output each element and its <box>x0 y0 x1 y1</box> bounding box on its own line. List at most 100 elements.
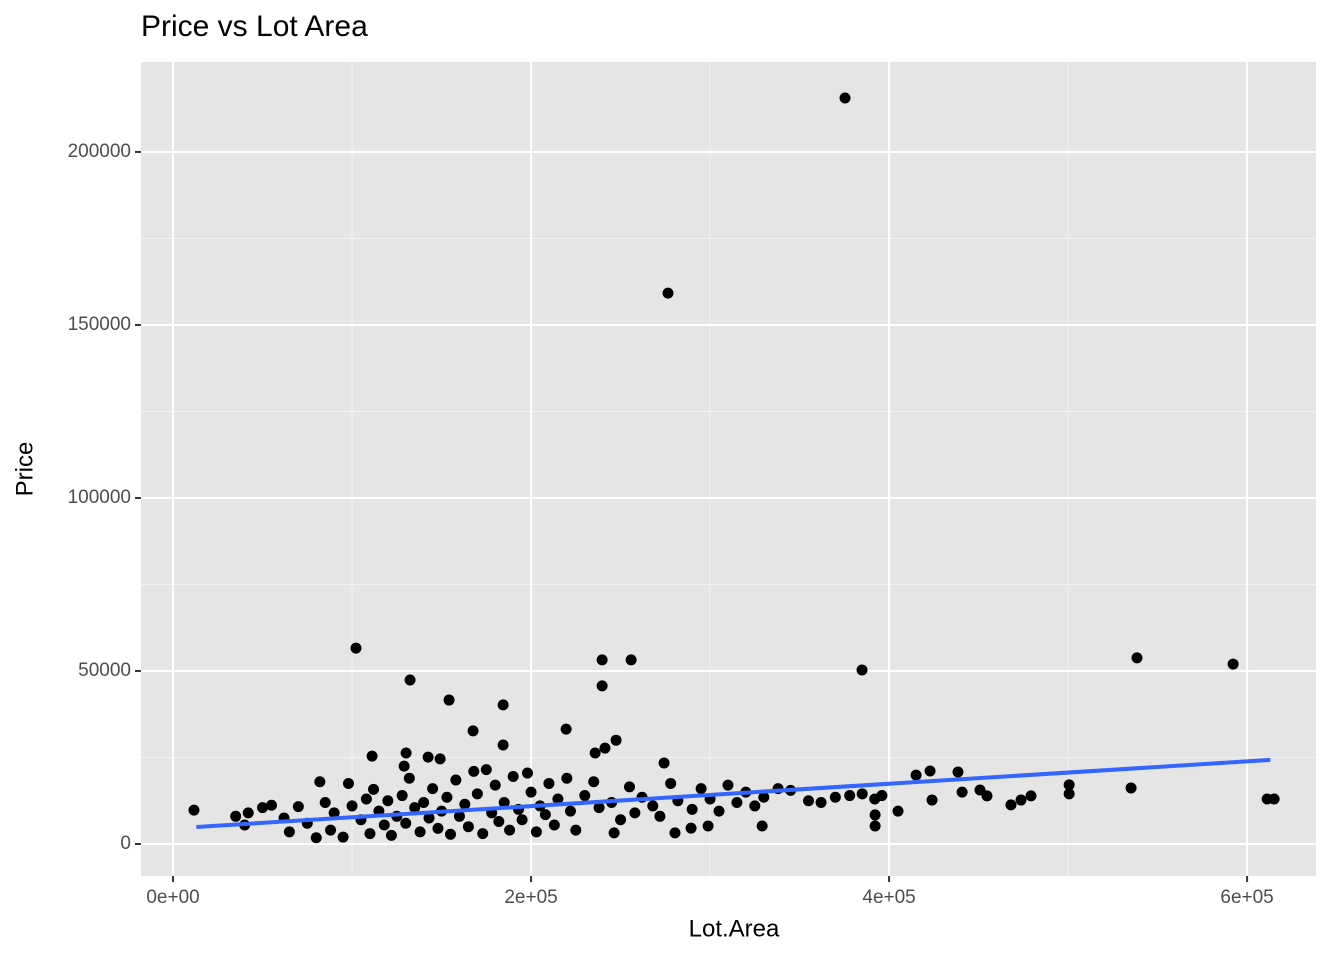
point <box>1131 652 1143 664</box>
point <box>292 801 304 813</box>
point <box>629 807 641 819</box>
point <box>654 810 666 822</box>
point <box>815 796 827 808</box>
plot-panel <box>141 62 1316 876</box>
point <box>596 654 608 666</box>
point <box>378 819 390 831</box>
point <box>450 774 462 786</box>
point <box>453 810 465 822</box>
y-tick-label: 150000 <box>68 314 131 335</box>
point <box>398 760 410 772</box>
point <box>974 784 986 796</box>
point <box>497 699 509 711</box>
x-tick-label: 4e+05 <box>862 887 915 908</box>
point <box>685 822 697 834</box>
point <box>1063 779 1075 791</box>
point <box>521 767 533 779</box>
point <box>702 820 714 832</box>
point <box>445 828 457 840</box>
x-axis-title: Lot.Area <box>689 915 780 942</box>
point <box>423 812 435 824</box>
point <box>462 821 474 833</box>
point <box>480 764 492 776</box>
point <box>385 829 397 841</box>
point <box>722 779 734 791</box>
point <box>803 795 815 807</box>
point <box>596 680 608 692</box>
point <box>468 765 480 777</box>
point <box>400 817 412 829</box>
point <box>564 805 576 817</box>
point <box>1025 790 1037 802</box>
point <box>713 805 725 817</box>
point <box>543 777 555 789</box>
point <box>1015 794 1027 806</box>
point <box>467 725 479 737</box>
point <box>516 814 528 826</box>
x-tick-label: 0e+00 <box>146 887 199 908</box>
point <box>869 809 881 821</box>
point <box>525 786 537 798</box>
point <box>489 779 501 791</box>
y-tick-label: 200000 <box>68 141 131 162</box>
point <box>337 831 349 843</box>
point <box>314 776 326 788</box>
point <box>608 827 620 839</box>
point <box>434 753 446 765</box>
point <box>579 790 591 802</box>
point <box>364 828 376 840</box>
point <box>1227 658 1239 670</box>
point <box>382 795 394 807</box>
point <box>662 287 674 299</box>
point <box>400 747 412 759</box>
point <box>758 791 770 803</box>
point <box>427 783 439 795</box>
point <box>471 788 483 800</box>
point <box>409 802 421 814</box>
y-axis-title: Price <box>11 442 38 497</box>
point <box>624 781 636 793</box>
point <box>539 809 551 821</box>
point <box>342 777 354 789</box>
trend-line <box>196 757 1271 830</box>
point <box>257 802 269 814</box>
point <box>856 788 868 800</box>
point <box>242 807 254 819</box>
point <box>570 824 582 836</box>
point <box>414 826 426 838</box>
y-tick-label: 100000 <box>68 487 131 508</box>
point <box>265 799 277 811</box>
chart-title: Price vs Lot Area <box>141 10 368 43</box>
point <box>647 800 659 812</box>
point <box>910 769 922 781</box>
point <box>493 816 505 828</box>
point <box>839 92 851 104</box>
point <box>561 772 573 784</box>
point <box>589 747 601 759</box>
point <box>1125 782 1137 794</box>
point <box>310 832 322 844</box>
point <box>756 820 768 832</box>
y-tick-label: 50000 <box>78 660 131 681</box>
point <box>615 814 627 826</box>
point <box>876 790 888 802</box>
point <box>924 765 936 777</box>
point <box>856 664 868 676</box>
point <box>665 777 677 789</box>
point <box>552 793 564 805</box>
point <box>477 828 489 840</box>
point <box>432 822 444 834</box>
point <box>368 783 380 795</box>
point <box>1261 793 1273 805</box>
point <box>188 804 200 816</box>
point <box>325 824 337 836</box>
point <box>610 734 622 746</box>
point <box>422 751 434 763</box>
point <box>599 742 611 754</box>
point <box>443 694 455 706</box>
point <box>669 827 681 839</box>
point <box>548 819 560 831</box>
point <box>403 772 415 784</box>
point <box>686 803 698 815</box>
